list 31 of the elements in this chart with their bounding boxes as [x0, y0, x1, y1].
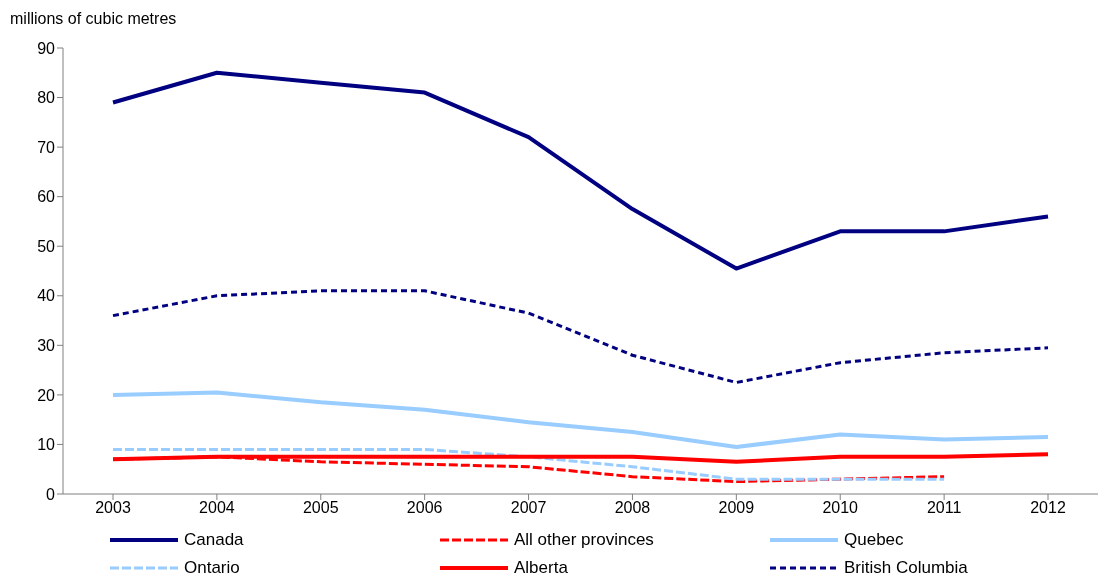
- y-tick-label: 0: [46, 485, 56, 503]
- legend-label: British Columbia: [844, 558, 968, 578]
- line-series: [111, 289, 1050, 384]
- y-tick-label: 20: [37, 386, 56, 404]
- x-tick-label: 2009: [718, 499, 755, 517]
- y-tick-label: 10: [37, 436, 56, 454]
- legend-label: Alberta: [514, 558, 568, 578]
- y-tick-label: 90: [37, 39, 56, 57]
- y-axis-title: millions of cubic metres: [10, 10, 177, 28]
- y-tick-label: 30: [37, 337, 56, 355]
- y-tick-label: 80: [37, 89, 56, 107]
- x-tick-label: 2011: [926, 499, 962, 517]
- y-tick-label: 60: [37, 188, 56, 206]
- x-tick-label: 2010: [822, 499, 859, 517]
- x-tick-label: 2003: [95, 499, 131, 517]
- line-series: [111, 447, 946, 481]
- legend-label: Quebec: [844, 530, 904, 550]
- x-tick-label: 2008: [614, 499, 651, 517]
- y-tick-label: 70: [37, 138, 56, 156]
- x-tick-label: 2005: [302, 499, 339, 517]
- line-series: [111, 390, 1050, 449]
- y-tick-label: 40: [37, 287, 56, 305]
- line-series: [111, 70, 1050, 271]
- x-tick-label: 2006: [406, 499, 443, 517]
- x-tick-label: 2007: [510, 499, 547, 517]
- legend-label: Ontario: [184, 558, 240, 578]
- y-tick-label: 50: [37, 237, 56, 255]
- legend-label: All other provinces: [514, 530, 654, 550]
- legend-label: Canada: [184, 530, 244, 550]
- x-tick-label: 2004: [199, 499, 235, 517]
- x-tick-label: 2012: [1030, 499, 1066, 517]
